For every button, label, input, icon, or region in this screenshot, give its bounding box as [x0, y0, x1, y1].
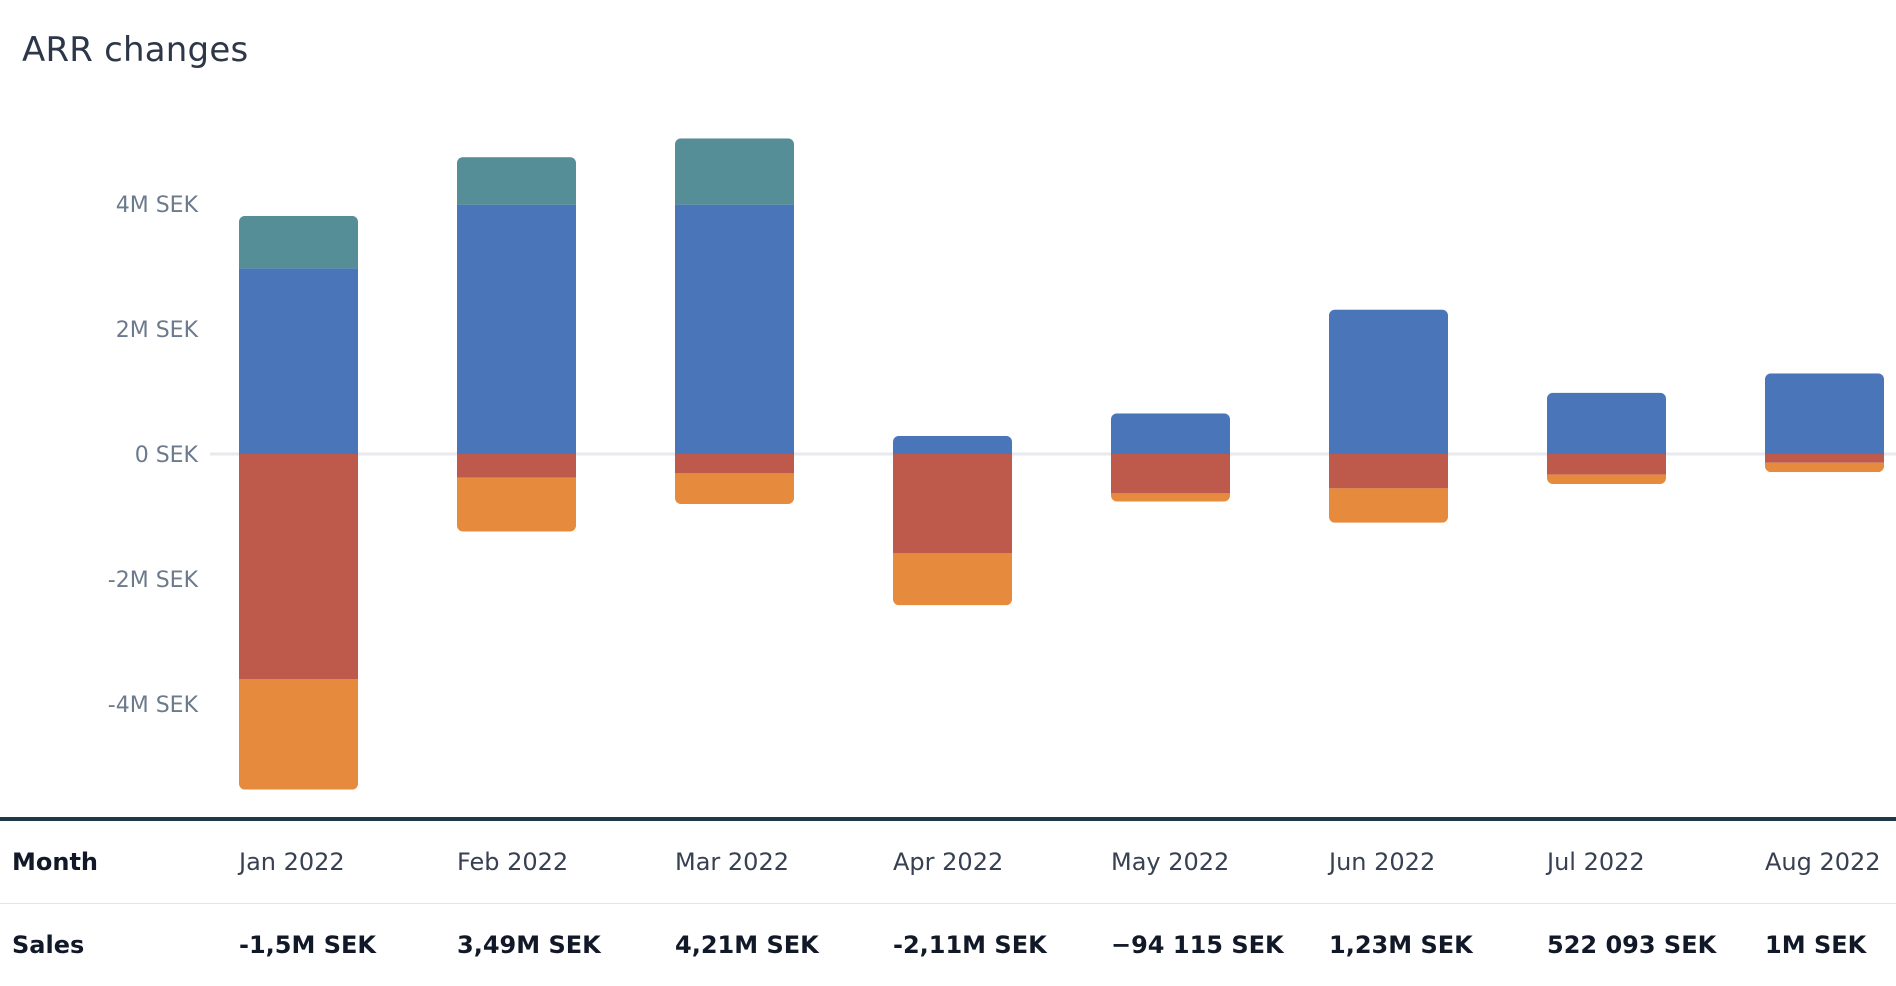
bar-stack [893, 435, 1012, 606]
y-tick-label: -4M SEK [108, 693, 199, 718]
bar-segment [457, 454, 576, 478]
month-cell: Aug 2022 [1765, 848, 1881, 876]
bar-segment [1765, 454, 1884, 463]
bar-segment [893, 553, 1012, 606]
bar-segment [893, 435, 1012, 454]
bar-segment [893, 454, 1012, 554]
month-cell: Jul 2022 [1547, 848, 1645, 876]
bar-segment [1547, 474, 1666, 484]
bar-stack [457, 157, 576, 532]
sales-row-header: Sales [12, 931, 85, 959]
y-tick-label: -2M SEK [108, 568, 199, 593]
month-cell: Jun 2022 [1329, 848, 1436, 876]
month-cell: Jan 2022 [239, 848, 345, 876]
month-row: Month Jan 2022 Feb 2022 Mar 2022 Apr 202… [0, 817, 1896, 903]
bar-segment [675, 204, 794, 454]
bar-stack [675, 138, 794, 504]
month-cell: Apr 2022 [893, 848, 1004, 876]
y-tick-label: 2M SEK [116, 318, 199, 343]
sales-row: Sales -1,5M SEK 3,49M SEK 4,21M SEK -2,1… [0, 903, 1896, 986]
bar-segment [239, 454, 358, 679]
sales-cell: -2,11M SEK [893, 931, 1047, 959]
y-tick-label: 4M SEK [116, 193, 199, 218]
month-cell: May 2022 [1111, 848, 1230, 876]
sales-cell: 1M SEK [1765, 931, 1867, 959]
bar-segment [1329, 309, 1448, 454]
bar-stack [1765, 373, 1884, 473]
bar-segment [675, 454, 794, 474]
bar-segment [457, 204, 576, 454]
sales-cell: −94 115 SEK [1111, 931, 1284, 959]
summary-table: Month Jan 2022 Feb 2022 Mar 2022 Apr 202… [0, 817, 1896, 986]
bar-segment [1547, 392, 1666, 454]
chart-title: ARR changes [22, 30, 249, 70]
bar-segment [675, 138, 794, 205]
bar-segment [1111, 493, 1230, 502]
bar-segment [1765, 462, 1884, 473]
bar-segment [239, 679, 358, 790]
month-cell: Mar 2022 [675, 848, 789, 876]
bar-stack [1329, 309, 1448, 523]
sales-cell: 4,21M SEK [675, 931, 819, 959]
arr-changes-chart: 4M SEK 2M SEK 0 SEK -2M SEK -4M SEK [108, 138, 1896, 790]
bar-segment [675, 473, 794, 504]
y-tick-label: 0 SEK [135, 443, 199, 468]
bar-segment [1111, 413, 1230, 454]
month-row-header: Month [12, 848, 99, 876]
bar-segment [457, 477, 576, 532]
bar-segment [457, 157, 576, 205]
bar-segment [1111, 454, 1230, 494]
sales-cell: 1,23M SEK [1329, 931, 1473, 959]
bar-segment [239, 268, 358, 454]
bar-segment [1547, 454, 1666, 475]
sales-cell: 3,49M SEK [457, 931, 601, 959]
bar-segment [239, 215, 358, 269]
bar-segment [1329, 488, 1448, 523]
bar-stack [1547, 392, 1666, 484]
sales-cell: 522 093 SEK [1547, 931, 1717, 959]
bar-stack [1111, 413, 1230, 502]
month-cell: Feb 2022 [457, 848, 569, 876]
bar-segment [1329, 454, 1448, 489]
bar-stack [239, 215, 358, 790]
bar-segment [1765, 373, 1884, 454]
sales-cell: -1,5M SEK [239, 931, 376, 959]
